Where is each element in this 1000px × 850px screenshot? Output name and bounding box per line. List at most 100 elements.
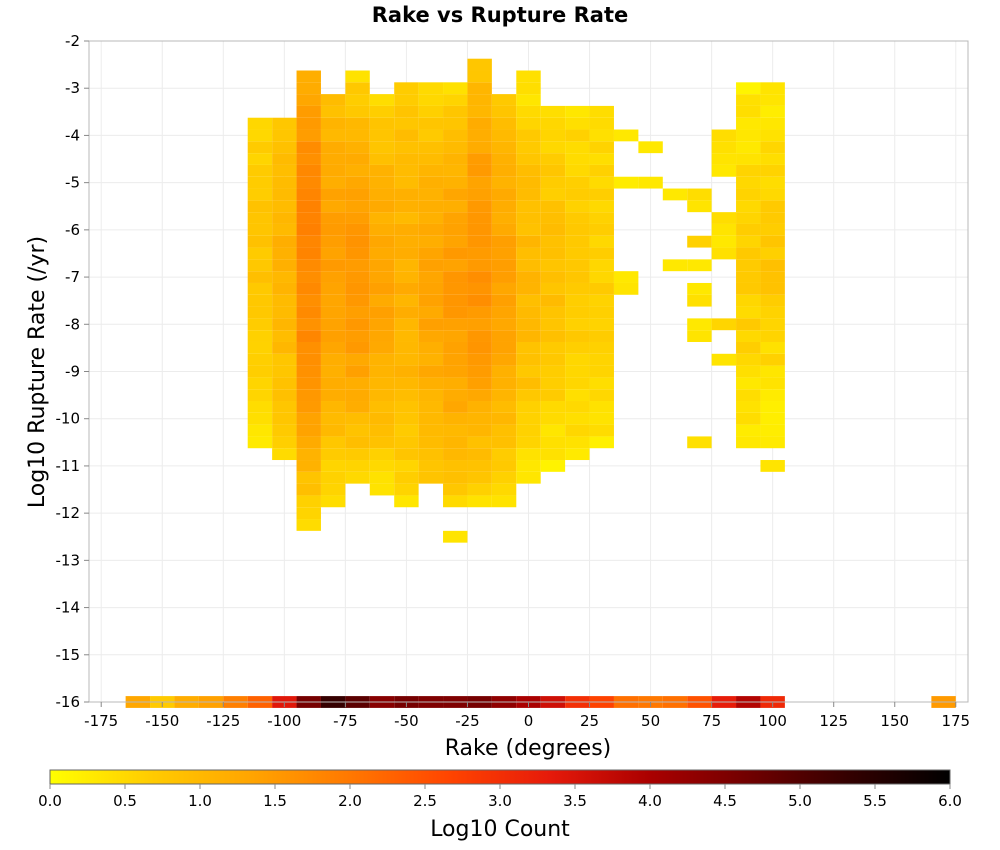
- heatmap-cell: [394, 294, 419, 307]
- heatmap-cell: [589, 282, 614, 295]
- heatmap-cell: [320, 412, 346, 425]
- heatmap-cell: [394, 117, 419, 130]
- heatmap-cell: [516, 117, 541, 130]
- heatmap-cell: [491, 294, 517, 307]
- heatmap-cell: [394, 200, 419, 213]
- heatmap-cell: [369, 176, 395, 189]
- heatmap-cell: [540, 448, 566, 461]
- heatmap-cell: [760, 271, 785, 283]
- colorbar-tick-label: 5.0: [788, 792, 812, 810]
- heatmap-cell: [760, 188, 785, 201]
- heatmap-cell: [491, 306, 517, 319]
- heatmap-cell: [540, 306, 566, 319]
- heatmap-cell: [345, 176, 370, 189]
- heatmap-cell: [540, 259, 566, 272]
- heatmap-cell: [272, 306, 297, 319]
- x-tick-label: -75: [333, 712, 358, 730]
- heatmap-cell: [516, 82, 541, 95]
- heatmap-cell: [418, 448, 444, 461]
- heatmap-cell: [443, 82, 468, 95]
- heatmap-cell: [272, 176, 297, 189]
- heatmap-cell: [369, 306, 395, 319]
- y-tick-label: -14: [56, 599, 81, 617]
- x-tick-label: -50: [394, 712, 419, 730]
- heatmap-cell: [589, 105, 614, 118]
- heatmap-cell: [443, 223, 468, 236]
- x-tick-label: -175: [84, 712, 118, 730]
- heatmap-cell: [540, 424, 566, 437]
- heatmap-cell: [565, 282, 590, 295]
- colorbar-ticks: 0.0 0.5 1.0 1.5 2.0 2.5 3.0 3.5 4.0 4.5 5.0 5.5 6.0: [38, 784, 962, 810]
- heatmap-cell: [467, 389, 492, 402]
- heatmap-cell: [443, 200, 468, 213]
- heatmap-cell: [443, 176, 468, 189]
- heatmap-cell: [565, 153, 590, 165]
- heatmap-cell: [540, 282, 566, 295]
- heatmap-cell: [491, 259, 517, 272]
- heatmap-cell: [565, 176, 590, 189]
- heatmap-cell: [589, 377, 614, 390]
- heatmap-cell: [296, 188, 321, 201]
- heatmap-cell: [320, 259, 346, 272]
- heatmap-cell: [540, 389, 566, 402]
- heatmap-cell: [345, 471, 370, 484]
- heatmap-cell: [491, 153, 517, 165]
- heatmap-cell: [369, 483, 395, 496]
- heatmap-cell: [565, 259, 590, 272]
- heatmap-cell: [760, 353, 785, 366]
- heatmap-cell: [736, 200, 761, 213]
- heatmap-cell: [540, 294, 566, 307]
- heatmap-cell: [394, 483, 419, 496]
- heatmap-cell: [320, 271, 346, 283]
- heatmap-cell: [320, 188, 346, 201]
- heatmap-cell: [491, 141, 517, 154]
- heatmap-cell: [516, 223, 541, 236]
- heatmap-cell: [418, 129, 444, 142]
- heatmap-cell: [443, 365, 468, 378]
- colorbar-tick-label: 0.5: [113, 792, 137, 810]
- heatmap-cell: [418, 471, 444, 484]
- heatmap-cell: [565, 164, 590, 177]
- y-tick-label: -2: [65, 32, 80, 50]
- heatmap-cell: [516, 377, 541, 390]
- heatmap-cell: [247, 247, 273, 260]
- heatmap-cell: [443, 247, 468, 260]
- heatmap-cell: [247, 235, 273, 248]
- heatmap-cell: [443, 188, 468, 201]
- heatmap-cell: [345, 424, 370, 437]
- heatmap-cell: [760, 153, 785, 165]
- heatmap-cell: [296, 141, 321, 154]
- colorbar-label: Log10 Count: [430, 817, 570, 842]
- heatmap-cell: [320, 436, 346, 449]
- heatmap-cell: [467, 70, 492, 83]
- heatmap-cell: [345, 82, 370, 95]
- heatmap-cell: [540, 318, 566, 331]
- heatmap-cell: [296, 105, 321, 118]
- heatmap-cell: [394, 176, 419, 189]
- heatmap-cell: [443, 341, 468, 354]
- y-tick-label: -4: [65, 126, 80, 144]
- heatmap-cell: [491, 365, 517, 378]
- heatmap-cell: [443, 259, 468, 272]
- heatmap-cell: [516, 460, 541, 472]
- colorbar-tick-label: 6.0: [938, 792, 962, 810]
- heatmap-cell: [736, 341, 761, 354]
- heatmap-cell: [443, 117, 468, 130]
- heatmap-cell: [443, 318, 468, 331]
- heatmap-cell: [516, 353, 541, 366]
- x-axis-label: Rake (degrees): [445, 736, 612, 761]
- heatmap-cell: [467, 164, 492, 177]
- heatmap-cell: [247, 353, 273, 366]
- x-tick-label: 150: [880, 712, 909, 730]
- heatmap-cell: [247, 377, 273, 390]
- colorbar-tick-label: 3.5: [563, 792, 587, 810]
- heatmap-cell: [443, 235, 468, 248]
- heatmap-cell: [565, 330, 590, 342]
- heatmap-cell: [491, 176, 517, 189]
- heatmap-cell: [467, 105, 492, 118]
- heatmap-cell: [467, 483, 492, 496]
- heatmap-cell: [394, 412, 419, 425]
- heatmap-cell: [418, 117, 444, 130]
- y-tick-label: -9: [65, 363, 80, 381]
- heatmap-cell: [443, 401, 468, 413]
